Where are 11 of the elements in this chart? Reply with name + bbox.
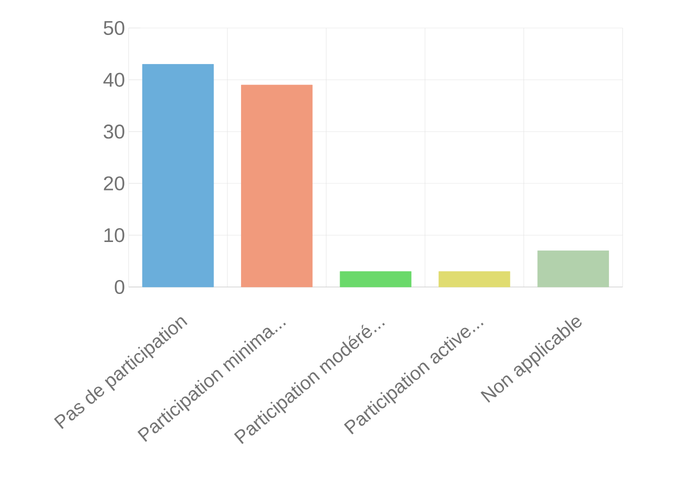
bar [241, 84, 313, 288]
bar [537, 250, 609, 288]
y-tick-label: 50 [104, 20, 124, 36]
bar [438, 271, 510, 288]
bar [142, 64, 214, 288]
y-tick-label: 20 [104, 176, 124, 190]
y-tick-label: 40 [103, 72, 124, 87]
y-tick-label: 10 [104, 228, 124, 242]
y-tick-label: 0 [114, 280, 124, 294]
y-tick-label: 30 [104, 124, 124, 139]
bar [340, 271, 412, 288]
